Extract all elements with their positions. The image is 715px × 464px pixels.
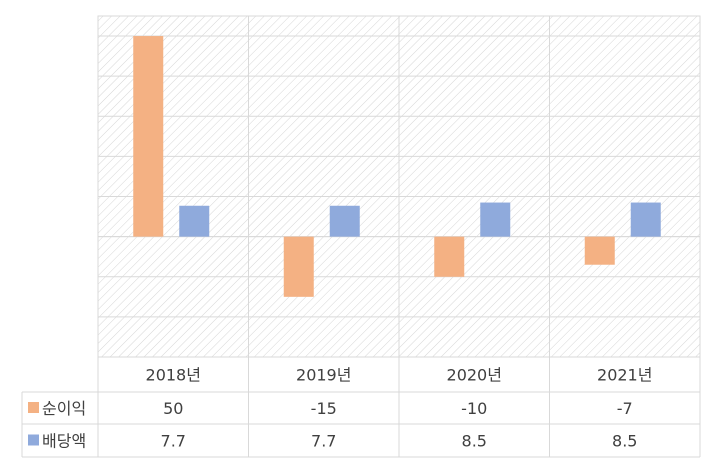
legend-label: 순이익 bbox=[42, 399, 86, 418]
data-label: 7.7 bbox=[311, 432, 336, 451]
data-label: -15 bbox=[311, 399, 337, 418]
data-label: -10 bbox=[461, 399, 487, 418]
bar-dividend bbox=[480, 202, 511, 237]
bar-net-income bbox=[434, 236, 465, 277]
category-label: 2021년 bbox=[597, 366, 652, 385]
bar-net-income bbox=[133, 36, 164, 237]
bars bbox=[133, 36, 661, 297]
category-label: 2020년 bbox=[447, 366, 502, 385]
bar-net-income bbox=[584, 236, 615, 265]
legend-swatch bbox=[28, 434, 39, 446]
data-label: -7 bbox=[617, 399, 633, 418]
bar-dividend bbox=[630, 202, 661, 237]
bar-dividend bbox=[329, 205, 360, 237]
bar-dividend bbox=[179, 205, 210, 237]
legend-label: 배당액 bbox=[42, 432, 86, 451]
legend-swatch bbox=[28, 402, 39, 413]
data-label: 7.7 bbox=[161, 432, 186, 451]
bar-net-income bbox=[283, 236, 314, 297]
category-label: 2018년 bbox=[146, 366, 201, 385]
category-label: 2019년 bbox=[296, 366, 351, 385]
data-label: 8.5 bbox=[612, 432, 637, 451]
data-label: 50 bbox=[163, 399, 183, 418]
data-label: 8.5 bbox=[462, 432, 487, 451]
